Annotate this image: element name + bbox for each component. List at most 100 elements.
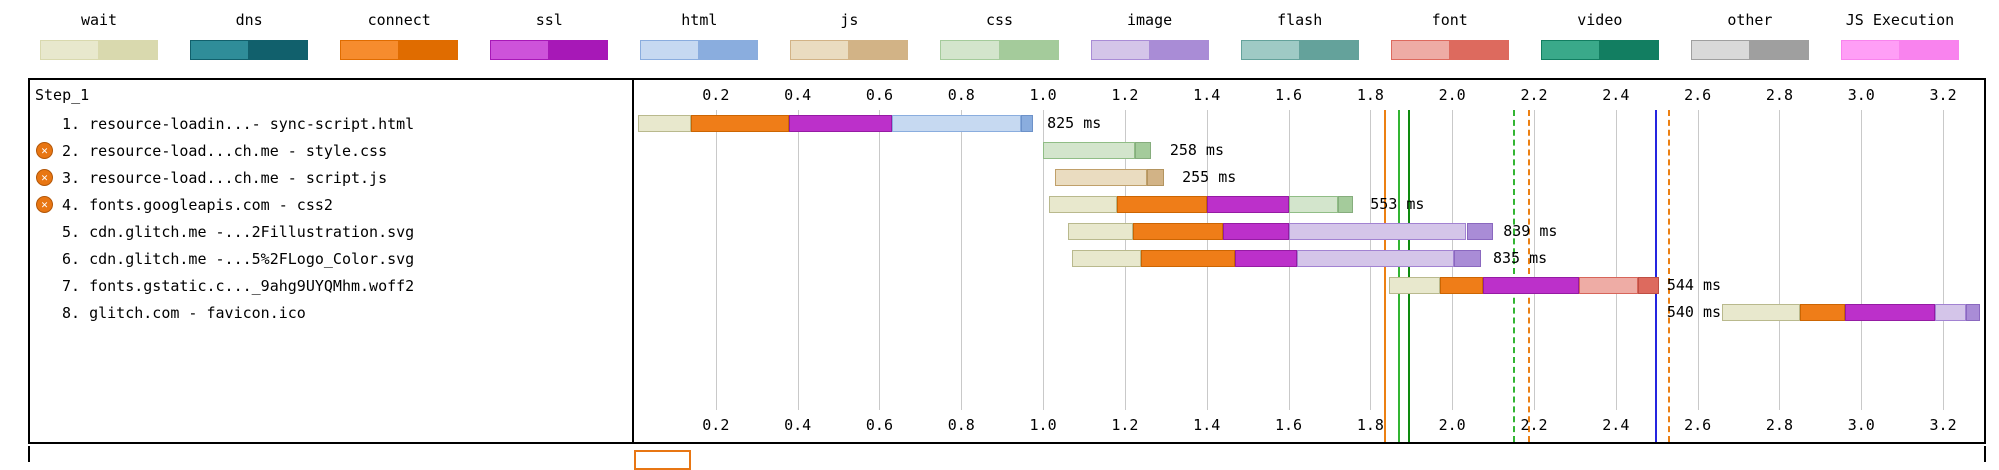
segment-connect[interactable] xyxy=(1141,250,1236,267)
request-duration-label: 839 ms xyxy=(1503,222,1558,240)
legend-swatch xyxy=(490,40,609,60)
segment-css[interactable] xyxy=(1043,142,1136,159)
legend-item-label: JS Execution xyxy=(1845,11,1955,29)
legend-swatch-dark-half xyxy=(549,40,609,60)
segment-image[interactable] xyxy=(1296,250,1455,267)
segment-image_dl[interactable] xyxy=(1466,223,1494,240)
request-row-label[interactable]: ✕ 4. fonts.googleapis.com - css2 xyxy=(30,191,630,218)
request-row-label[interactable]: 8. glitch.com - favicon.ico xyxy=(30,299,630,326)
segment-wait[interactable] xyxy=(1071,250,1142,267)
segment-html_dl[interactable] xyxy=(1020,115,1033,132)
axis-tick-label-bottom: 2.8 xyxy=(1765,416,1793,434)
gridline xyxy=(1615,110,1617,410)
request-row-label-text: 8. glitch.com - favicon.ico xyxy=(62,303,306,322)
segment-ssl[interactable] xyxy=(1206,196,1289,213)
segment-wait[interactable] xyxy=(1722,304,1800,321)
segment-connect[interactable] xyxy=(691,115,790,132)
segment-ssl[interactable] xyxy=(1235,250,1297,267)
axis-tick-label-bottom: 2.0 xyxy=(1438,416,1466,434)
gridline xyxy=(1534,110,1535,410)
request-row-label[interactable]: ✕ 2. resource-load...ch.me - style.css xyxy=(30,137,630,164)
segment-font_dl[interactable] xyxy=(1638,277,1659,294)
segment-html[interactable] xyxy=(891,115,1021,132)
legend-item-label: wait xyxy=(80,11,118,29)
axis-tick-label-top: 1.8 xyxy=(1356,86,1384,104)
blocked-icon: ✕ xyxy=(36,196,53,213)
request-row-label-text: 7. fonts.gstatic.c..._9ahg9UYQMhm.woff2 xyxy=(62,276,415,295)
segment-wait[interactable] xyxy=(638,115,692,132)
segment-connect[interactable] xyxy=(1439,277,1483,294)
segment-wait[interactable] xyxy=(1049,196,1117,213)
legend-swatch-light-half xyxy=(40,40,100,60)
segment-js[interactable] xyxy=(1055,169,1148,186)
segment-wait[interactable] xyxy=(1388,277,1440,294)
segment-connect[interactable] xyxy=(1116,196,1207,213)
segment-css_dl[interactable] xyxy=(1337,196,1353,213)
segment-ssl[interactable] xyxy=(1223,223,1289,240)
request-duration-label: 553 ms xyxy=(1370,195,1425,213)
timeline-marker-line xyxy=(1527,110,1530,442)
blocked-icon-slot: ✕ xyxy=(36,142,62,159)
axis-tick-label-bottom: 0.8 xyxy=(947,416,975,434)
segment-css[interactable] xyxy=(1288,196,1338,213)
request-row-label-text: 3. resource-load...ch.me - script.js xyxy=(62,168,388,187)
legend-swatch-light-half xyxy=(1390,40,1450,60)
legend-swatch xyxy=(1390,40,1509,60)
segment-image[interactable] xyxy=(1934,304,1966,321)
segment-image[interactable] xyxy=(1288,223,1467,240)
request-row-label[interactable]: 5. cdn.glitch.me -...2Fillustration.svg xyxy=(30,218,630,245)
axis-tick-label-top: 2.6 xyxy=(1684,86,1712,104)
segment-ssl[interactable] xyxy=(1844,304,1935,321)
timeline-marker-line xyxy=(1407,110,1410,442)
axis-tick-label-bottom: 3.0 xyxy=(1847,416,1875,434)
axis-tick-label-top: 2.2 xyxy=(1520,86,1548,104)
axis-tick-label-bottom: 1.2 xyxy=(1111,416,1139,434)
gridline xyxy=(715,110,717,410)
request-duration-label: 540 ms xyxy=(1666,303,1722,321)
gridline xyxy=(1697,110,1699,410)
segment-ssl[interactable] xyxy=(1482,277,1579,294)
gridline xyxy=(1779,110,1781,410)
gridline xyxy=(961,110,963,410)
axis-tick-label-top: 2.8 xyxy=(1765,86,1793,104)
segment-ssl[interactable] xyxy=(789,115,892,132)
legend-item-label: font xyxy=(1431,11,1468,29)
segment-connect[interactable] xyxy=(1799,304,1845,321)
legend-item: connect xyxy=(324,8,474,60)
legend-swatch-light-half xyxy=(340,40,400,60)
axis-tick-label-bottom: 1.4 xyxy=(1193,416,1221,434)
segment-css_dl[interactable] xyxy=(1135,142,1152,159)
axis-tick-label-top: 1.4 xyxy=(1193,86,1221,104)
segment-font[interactable] xyxy=(1579,277,1639,294)
request-row-label[interactable]: 6. cdn.glitch.me -...5%2FLogo_Color.svg xyxy=(30,245,630,272)
legend-item: flash xyxy=(1225,8,1375,60)
segment-js_dl[interactable] xyxy=(1147,169,1164,186)
blocked-icon: ✕ xyxy=(36,142,53,159)
legend-swatch-light-half xyxy=(490,40,550,60)
legend-swatch xyxy=(1090,40,1209,60)
segment-wait[interactable] xyxy=(1067,223,1134,240)
request-duration-label: 835 ms xyxy=(1493,249,1548,267)
legend-swatch-light-half xyxy=(190,40,250,60)
segment-image_dl[interactable] xyxy=(1454,250,1481,267)
legend-item-label: html xyxy=(681,11,718,29)
request-row-label[interactable]: 7. fonts.gstatic.c..._9ahg9UYQMhm.woff2 xyxy=(30,272,630,299)
legend-swatch-dark-half xyxy=(1449,40,1509,60)
request-row-label-text: 2. resource-load...ch.me - style.css xyxy=(62,141,388,160)
request-duration-label: 255 ms xyxy=(1182,168,1237,186)
legend-swatch-light-half xyxy=(940,40,1000,60)
axis-tick-label-top: 2.4 xyxy=(1602,86,1630,104)
axis-tick-label-top: 0.4 xyxy=(784,86,812,104)
request-row-label[interactable]: ✕ 3. resource-load...ch.me - script.js xyxy=(30,164,630,191)
axis-tick-label-top: 3.0 xyxy=(1847,86,1875,104)
axis-tick-label-top: 2.0 xyxy=(1438,86,1466,104)
legend-swatch xyxy=(790,40,909,60)
segment-connect[interactable] xyxy=(1133,223,1224,240)
blocked-icon-slot: ✕ xyxy=(36,196,62,213)
legend-item-label: css xyxy=(985,11,1014,29)
blocked-icon: ✕ xyxy=(36,169,53,186)
legend-item-label: video xyxy=(1577,11,1623,29)
legend-swatch-dark-half xyxy=(1599,40,1659,60)
request-row-label[interactable]: 1. resource-loadin...- sync-script.html xyxy=(30,110,630,137)
segment-image_dl[interactable] xyxy=(1965,304,1980,321)
